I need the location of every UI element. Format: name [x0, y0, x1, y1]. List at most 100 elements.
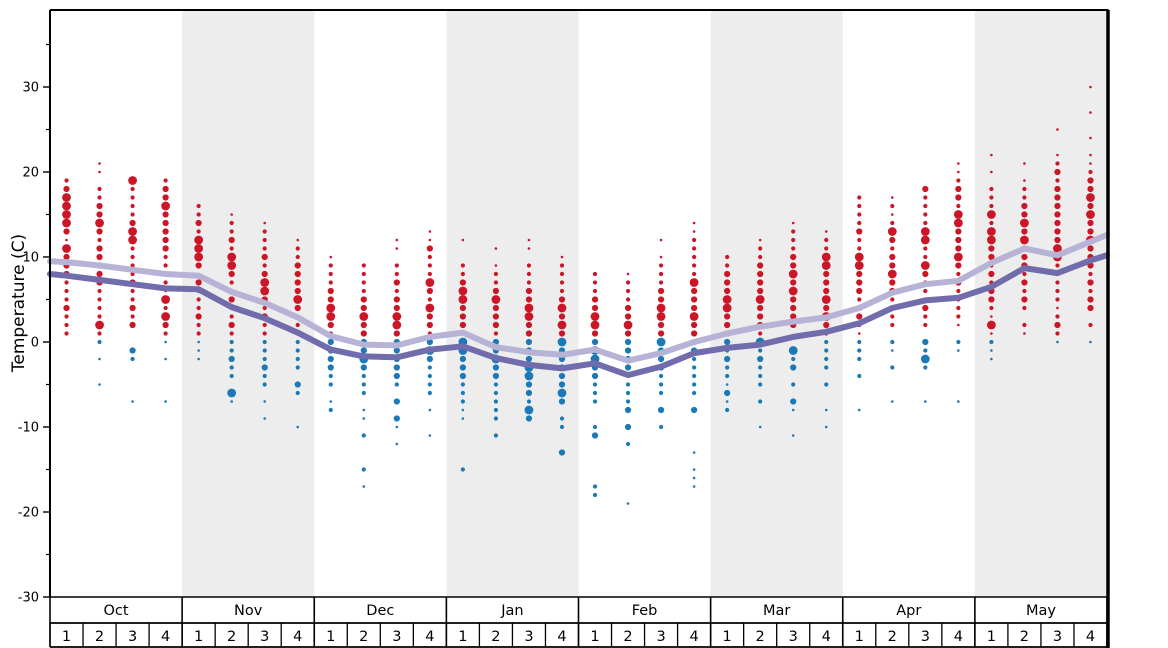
temp-dot-below-freezing — [229, 373, 234, 379]
temp-dot-above-freezing — [1056, 306, 1059, 310]
temp-dot-below-freezing — [460, 399, 465, 404]
temp-dot-above-freezing — [955, 245, 962, 252]
temp-dot-above-freezing — [230, 213, 233, 216]
temp-dot-above-freezing — [758, 238, 762, 242]
temp-dot-below-freezing — [624, 406, 632, 414]
temp-dot-above-freezing — [558, 296, 566, 303]
temp-dot-below-freezing — [263, 400, 267, 403]
temp-dot-above-freezing — [1053, 244, 1062, 253]
temp-dot-above-freezing — [986, 210, 996, 219]
temp-dot-above-freezing — [956, 178, 961, 183]
temp-dot-above-freezing — [229, 246, 234, 251]
temp-dot-above-freezing — [1055, 331, 1060, 336]
temp-dot-below-freezing — [461, 408, 465, 412]
temp-dot-above-freezing — [128, 227, 137, 236]
temp-dot-above-freezing — [97, 288, 102, 294]
temp-dot-above-freezing — [492, 287, 500, 295]
temp-dot-above-freezing — [163, 305, 168, 311]
temp-dot-below-freezing — [360, 364, 367, 371]
temp-dot-below-freezing — [657, 355, 665, 363]
temp-dot-above-freezing — [492, 313, 500, 320]
temp-dot-above-freezing — [1021, 211, 1028, 218]
temp-dot-above-freezing — [458, 286, 468, 296]
temp-dot-above-freezing — [625, 288, 631, 294]
temp-dot-above-freezing — [295, 322, 300, 328]
temp-dot-above-freezing — [493, 331, 499, 336]
week-number-label: 1 — [458, 629, 467, 645]
week-number-label: 1 — [194, 629, 203, 645]
temp-dot-above-freezing — [228, 270, 235, 278]
temp-dot-above-freezing — [592, 271, 598, 277]
temp-dot-above-freezing — [988, 253, 995, 261]
temp-dot-above-freezing — [62, 201, 71, 211]
temp-dot-below-freezing — [658, 424, 664, 430]
week-number-label: 3 — [128, 629, 137, 645]
temp-dot-above-freezing — [658, 263, 664, 268]
temp-dot-below-freezing — [957, 400, 960, 403]
temp-dot-below-freezing — [824, 425, 828, 429]
temp-dot-below-freezing — [261, 364, 268, 371]
month-band-nov — [182, 10, 315, 597]
temp-dot-below-freezing — [791, 434, 795, 437]
week-number-label: 2 — [95, 629, 104, 645]
week-number-label: 1 — [987, 629, 996, 645]
temp-dot-above-freezing — [890, 203, 895, 209]
temp-dot-below-freezing — [824, 356, 829, 362]
temp-dot-below-freezing — [460, 390, 465, 396]
temp-dot-above-freezing — [922, 185, 929, 193]
temp-dot-above-freezing — [360, 330, 367, 337]
temp-dot-above-freezing — [757, 313, 764, 320]
temp-dot-above-freezing — [1054, 236, 1061, 244]
temp-dot-above-freezing — [196, 322, 201, 328]
temp-dot-above-freezing — [227, 252, 237, 262]
temp-dot-below-freezing — [427, 382, 432, 387]
temp-dot-above-freezing — [294, 304, 301, 312]
temp-dot-above-freezing — [889, 236, 896, 244]
temp-dot-above-freezing — [64, 280, 69, 285]
temp-dot-above-freezing — [990, 170, 993, 174]
temp-dot-below-freezing — [229, 365, 234, 370]
temp-dot-below-freezing — [725, 400, 729, 403]
temp-dot-above-freezing — [1054, 219, 1061, 227]
temp-dot-below-freezing — [558, 398, 566, 405]
temp-dot-below-freezing — [97, 339, 102, 345]
temp-dot-below-freezing — [557, 337, 567, 347]
temp-dot-above-freezing — [97, 314, 102, 319]
temp-dot-above-freezing — [327, 321, 334, 329]
temp-dot-below-freezing — [362, 485, 366, 488]
week-number-label: 2 — [756, 629, 765, 645]
month-band-may — [974, 10, 1107, 597]
temp-dot-above-freezing — [691, 321, 698, 329]
temp-dot-above-freezing — [64, 297, 69, 302]
temp-dot-above-freezing — [560, 255, 564, 259]
temp-dot-above-freezing — [854, 261, 864, 270]
temp-dot-above-freezing — [1087, 279, 1094, 286]
temp-dot-above-freezing — [360, 296, 367, 303]
temp-dot-above-freezing — [1087, 202, 1094, 210]
temp-dot-above-freezing — [491, 295, 501, 304]
temp-dot-above-freezing — [725, 254, 730, 260]
temp-dot-above-freezing — [953, 210, 963, 219]
temp-dot-above-freezing — [823, 304, 830, 312]
temp-dot-above-freezing — [626, 272, 630, 276]
temp-dot-above-freezing — [262, 305, 267, 311]
temp-dot-below-freezing — [658, 382, 664, 387]
temp-dot-above-freezing — [889, 253, 896, 261]
temp-dot-below-freezing — [957, 349, 960, 352]
temp-dot-above-freezing — [229, 280, 234, 285]
temp-dot-above-freezing — [492, 304, 500, 312]
temp-dot-below-freezing — [525, 389, 533, 397]
temp-dot-above-freezing — [162, 185, 169, 193]
temp-dot-above-freezing — [194, 244, 204, 253]
temp-dot-below-freezing — [791, 356, 796, 362]
temp-dot-above-freezing — [426, 321, 433, 329]
temp-dot-above-freezing — [524, 303, 534, 313]
temp-dot-above-freezing — [592, 280, 598, 285]
temp-dot-above-freezing — [395, 247, 399, 250]
temp-dot-above-freezing — [857, 246, 862, 251]
temp-dot-above-freezing — [460, 271, 465, 277]
temp-dot-below-freezing — [625, 441, 631, 447]
temp-dot-above-freezing — [1088, 322, 1093, 328]
temp-dot-above-freezing — [359, 312, 369, 321]
temp-dot-above-freezing — [691, 304, 698, 312]
